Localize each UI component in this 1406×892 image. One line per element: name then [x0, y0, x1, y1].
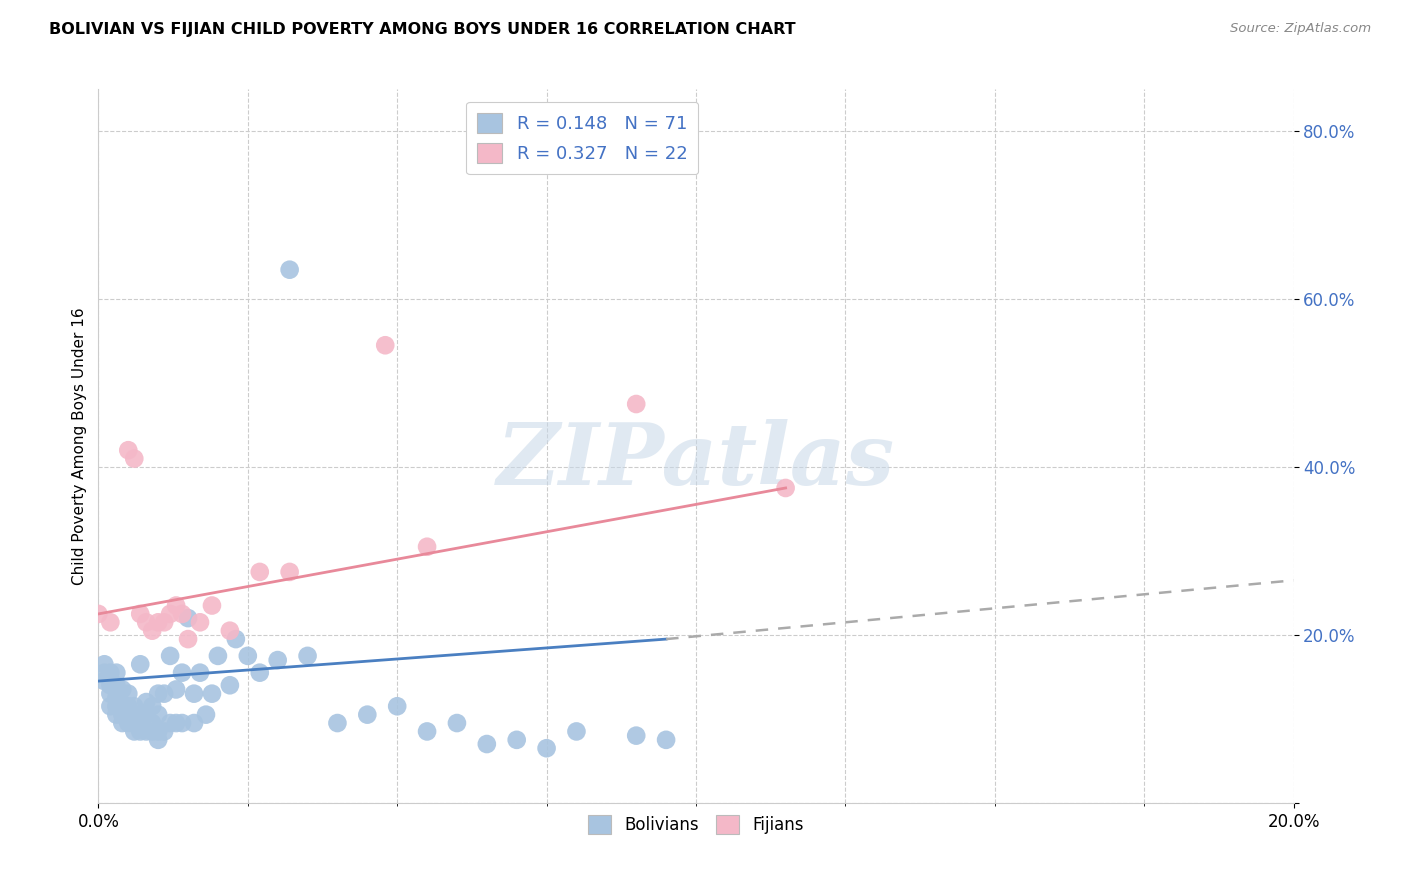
- Point: [626, 729, 648, 743]
- Point: [93, 665, 115, 680]
- Point: [129, 707, 152, 722]
- Y-axis label: Child Poverty Among Boys Under 16: Child Poverty Among Boys Under 16: [72, 307, 87, 585]
- Point: [93, 674, 115, 689]
- Point: [416, 724, 439, 739]
- Point: [105, 678, 128, 692]
- Point: [153, 724, 176, 739]
- Point: [93, 657, 115, 672]
- Point: [105, 699, 128, 714]
- Point: [219, 678, 242, 692]
- Point: [117, 716, 139, 731]
- Point: [249, 565, 271, 579]
- Point: [249, 665, 271, 680]
- Point: [356, 707, 378, 722]
- Point: [446, 716, 468, 731]
- Text: ZIPatlas: ZIPatlas: [496, 418, 896, 502]
- Point: [172, 607, 194, 621]
- Point: [159, 607, 181, 621]
- Point: [135, 724, 157, 739]
- Point: [565, 724, 588, 739]
- Point: [188, 615, 211, 630]
- Point: [105, 707, 128, 722]
- Point: [117, 707, 139, 722]
- Point: [141, 724, 163, 739]
- Point: [105, 665, 128, 680]
- Point: [177, 611, 200, 625]
- Point: [195, 707, 218, 722]
- Point: [219, 624, 242, 638]
- Point: [172, 665, 194, 680]
- Legend: Bolivians, Fijians: Bolivians, Fijians: [578, 805, 814, 845]
- Point: [225, 632, 247, 646]
- Point: [141, 699, 163, 714]
- Point: [165, 599, 187, 613]
- Point: [129, 657, 152, 672]
- Point: [165, 682, 187, 697]
- Point: [98, 678, 122, 692]
- Point: [124, 716, 146, 731]
- Text: Source: ZipAtlas.com: Source: ZipAtlas.com: [1230, 22, 1371, 36]
- Point: [98, 699, 122, 714]
- Point: [129, 716, 152, 731]
- Point: [159, 716, 181, 731]
- Point: [374, 338, 396, 352]
- Point: [124, 451, 146, 466]
- Point: [148, 732, 170, 747]
- Point: [148, 724, 170, 739]
- Point: [117, 699, 139, 714]
- Point: [655, 732, 678, 747]
- Point: [536, 741, 558, 756]
- Point: [111, 682, 134, 697]
- Point: [475, 737, 498, 751]
- Point: [124, 699, 146, 714]
- Point: [135, 695, 157, 709]
- Point: [111, 716, 134, 731]
- Point: [153, 615, 176, 630]
- Point: [201, 599, 224, 613]
- Point: [111, 707, 134, 722]
- Point: [111, 699, 134, 714]
- Point: [98, 687, 122, 701]
- Point: [416, 540, 439, 554]
- Point: [775, 481, 797, 495]
- Point: [183, 716, 205, 731]
- Point: [159, 648, 181, 663]
- Point: [141, 716, 163, 731]
- Point: [207, 648, 229, 663]
- Point: [506, 732, 529, 747]
- Point: [117, 687, 139, 701]
- Point: [278, 262, 301, 277]
- Point: [129, 724, 152, 739]
- Point: [148, 615, 170, 630]
- Point: [148, 707, 170, 722]
- Point: [267, 653, 290, 667]
- Point: [153, 687, 176, 701]
- Point: [124, 724, 146, 739]
- Point: [172, 716, 194, 731]
- Point: [117, 443, 139, 458]
- Point: [326, 716, 349, 731]
- Point: [236, 648, 259, 663]
- Point: [165, 716, 187, 731]
- Point: [129, 607, 152, 621]
- Point: [385, 699, 409, 714]
- Point: [98, 615, 122, 630]
- Point: [278, 565, 301, 579]
- Point: [183, 687, 205, 701]
- Point: [148, 687, 170, 701]
- Point: [98, 665, 122, 680]
- Point: [177, 632, 200, 646]
- Point: [141, 624, 163, 638]
- Point: [135, 707, 157, 722]
- Point: [188, 665, 211, 680]
- Point: [105, 690, 128, 705]
- Point: [626, 397, 648, 411]
- Point: [87, 607, 110, 621]
- Point: [201, 687, 224, 701]
- Point: [124, 707, 146, 722]
- Point: [297, 648, 319, 663]
- Text: BOLIVIAN VS FIJIAN CHILD POVERTY AMONG BOYS UNDER 16 CORRELATION CHART: BOLIVIAN VS FIJIAN CHILD POVERTY AMONG B…: [49, 22, 796, 37]
- Point: [135, 615, 157, 630]
